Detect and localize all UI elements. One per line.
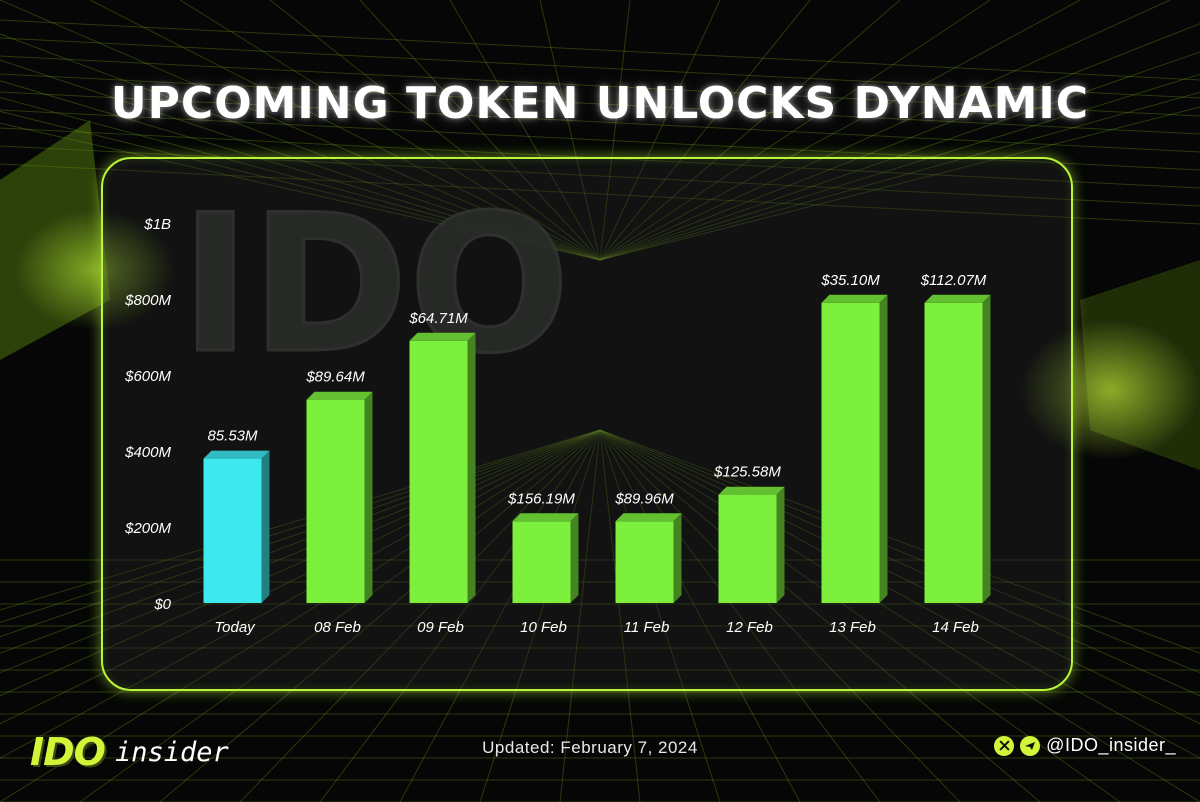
x-tick-label: 08 Feb [314, 619, 361, 636]
bar [924, 302, 983, 603]
bar-top [924, 294, 991, 303]
x-tick-label: 10 Feb [520, 619, 567, 636]
watermark-text: IDO [180, 174, 570, 395]
bar-top [306, 391, 373, 400]
bar-top [512, 513, 579, 522]
x-tick-label: 14 Feb [932, 619, 979, 636]
bar [512, 521, 571, 603]
bar-top [615, 513, 682, 522]
telegram-icon[interactable] [1020, 735, 1041, 756]
bar [409, 340, 468, 603]
bar-value-label: $89.96M [614, 490, 674, 507]
updated-date: Updated: February 7, 2024 [482, 738, 698, 757]
bar-value-label: $64.71M [408, 310, 468, 327]
bar-side [673, 513, 682, 603]
x-tick-label: 12 Feb [726, 619, 773, 636]
x-tick-label: 09 Feb [417, 619, 464, 636]
bar-value-label: $156.19M [507, 490, 575, 507]
bar-side [261, 450, 270, 603]
chart-panel [101, 157, 1073, 691]
bar-top [821, 294, 888, 303]
x-tick-label: 11 Feb [624, 619, 670, 636]
bar [615, 521, 674, 603]
bar-side [776, 486, 785, 603]
bar-side [982, 294, 991, 603]
bar-value-label: $125.58M [713, 464, 781, 481]
bar-value-label: $89.64M [305, 369, 365, 386]
y-tick-label: $600M [124, 368, 171, 385]
social-links: @IDO_insider_ [994, 735, 1176, 756]
y-tick-label: $0 [153, 596, 171, 613]
brand-logo: IDO insider [30, 730, 229, 774]
bar-top [718, 486, 785, 495]
bar-top [203, 450, 270, 459]
bar-side [879, 294, 888, 603]
x-tick-label: 13 Feb [829, 619, 876, 636]
bar [821, 302, 880, 603]
bar-value-label: $112.07M [920, 272, 987, 289]
bar [203, 458, 262, 603]
bar-value-label: $35.10M [820, 272, 880, 289]
x-icon[interactable] [994, 735, 1015, 756]
bar-value-label: 85.53M [207, 428, 258, 445]
logo-mark: IDO [30, 730, 106, 774]
x-tick-label: Today [214, 619, 256, 636]
y-tick-label: $1B [143, 216, 171, 233]
bar [306, 399, 365, 603]
logo-word: insider [115, 736, 229, 768]
bar [718, 494, 777, 603]
bar-side [364, 391, 373, 603]
bar-side [570, 513, 579, 603]
y-tick-label: $400M [124, 444, 171, 461]
social-handle[interactable]: @IDO_insider_ [1046, 735, 1176, 755]
bar-side [467, 332, 476, 603]
bar-top [409, 332, 476, 341]
y-tick-label: $800M [124, 292, 171, 309]
y-tick-label: $200M [124, 520, 171, 537]
bar-chart: $0 $200M $400M $600M $800M $1B 85.53M Today $89.… [124, 216, 991, 636]
page-title: UPCOMING TOKEN UNLOCKS DYNAMIC [110, 78, 1090, 129]
